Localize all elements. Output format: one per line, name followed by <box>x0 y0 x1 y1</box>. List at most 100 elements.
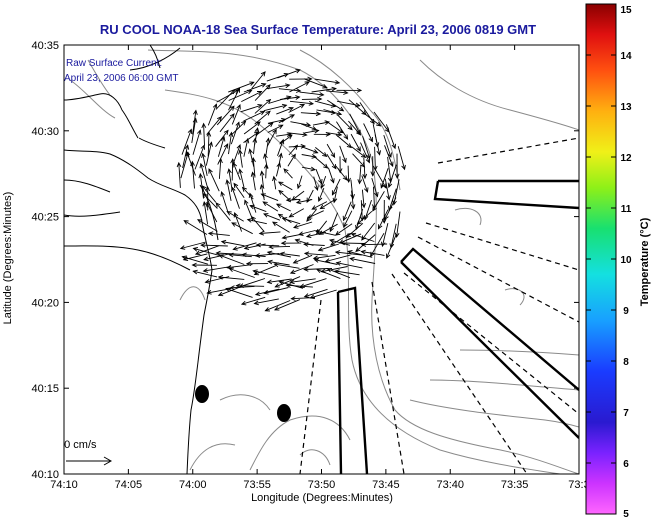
current-vector-head <box>278 280 284 285</box>
current-vector-head <box>261 83 267 88</box>
current-vector <box>314 78 340 84</box>
current-vector <box>276 203 291 212</box>
y-tick-label: 40:20 <box>31 297 59 309</box>
current-vector <box>304 252 328 256</box>
x-tick-label: 74:05 <box>115 479 143 491</box>
current-vector-head <box>332 197 338 204</box>
current-vector <box>329 239 351 246</box>
current-vector-head <box>201 122 207 129</box>
current-vector-head <box>290 296 296 301</box>
current-vector-head <box>350 194 355 200</box>
current-vector <box>335 251 362 256</box>
y-axis-label: Latitude (Degrees:Minutes) <box>2 192 14 325</box>
x-tick-label: 73:3 <box>568 479 589 491</box>
current-vector <box>221 241 245 247</box>
current-vector-head <box>392 200 397 206</box>
current-vector-head <box>265 137 271 143</box>
current-vector <box>346 222 364 238</box>
current-vector <box>293 221 313 229</box>
colorbar-tick-label: 7 <box>623 408 629 419</box>
current-vector <box>384 145 394 167</box>
current-vector <box>384 197 397 220</box>
current-vector <box>349 113 361 135</box>
current-vector-head <box>386 195 391 201</box>
current-vector <box>343 201 352 221</box>
current-vector <box>239 169 245 188</box>
current-vector-head <box>356 146 361 152</box>
current-vector <box>218 276 245 280</box>
current-vector <box>278 213 292 224</box>
current-vector <box>215 130 229 147</box>
y-tick-label: 40:15 <box>31 383 59 395</box>
current-vector-head <box>278 189 284 195</box>
current-vector <box>362 112 381 127</box>
current-vector-head <box>289 114 296 119</box>
current-vector <box>192 110 197 135</box>
current-vector-head <box>322 152 328 158</box>
current-vector <box>216 252 243 255</box>
current-vector <box>361 222 376 241</box>
current-vector <box>193 247 221 257</box>
current-vector <box>331 178 341 195</box>
current-vector-head <box>285 83 291 89</box>
x-tick-label: 73:55 <box>243 479 271 491</box>
current-vector <box>262 201 279 212</box>
current-vector-head <box>303 251 310 257</box>
current-vector <box>263 104 287 112</box>
y-tick-label: 40:10 <box>31 469 59 481</box>
current-vector <box>228 87 241 111</box>
colorbar-tick-label: 13 <box>620 102 632 113</box>
current-vector-head <box>303 266 309 272</box>
current-vector-head <box>235 283 241 289</box>
current-vector-head <box>193 109 198 115</box>
current-vector <box>329 212 339 232</box>
site-marker <box>195 385 209 403</box>
current-vector-head <box>255 242 262 248</box>
current-vector-head <box>387 152 392 158</box>
current-vector-head <box>281 103 288 109</box>
current-vector-head <box>266 250 273 256</box>
current-vector-head <box>356 219 362 225</box>
current-vector <box>351 233 375 242</box>
current-vector <box>225 288 253 298</box>
current-vector-head <box>298 231 304 236</box>
current-vector-head <box>295 88 302 93</box>
current-vector-head <box>324 258 331 263</box>
current-vector-head <box>181 255 187 261</box>
current-vector-head <box>228 131 234 138</box>
current-vector-head <box>265 98 272 104</box>
current-vector-head <box>317 246 324 252</box>
current-vector <box>288 104 305 113</box>
current-vector <box>231 159 234 181</box>
current-vector <box>230 285 255 289</box>
current-vector <box>304 243 325 246</box>
current-vector <box>378 209 389 229</box>
current-vector-head <box>281 217 288 222</box>
current-vector <box>339 145 347 163</box>
y-tick-label: 40:25 <box>31 212 59 224</box>
current-vector <box>193 270 218 278</box>
overlay-annotation-line1: Raw Surface Current: <box>66 58 162 69</box>
current-vector <box>388 188 397 211</box>
current-vector-head <box>208 141 213 147</box>
current-vector-head <box>299 104 306 109</box>
current-vector <box>255 122 274 136</box>
current-vector <box>251 216 265 232</box>
current-vector <box>388 164 397 188</box>
current-vector-head <box>319 92 325 97</box>
current-vector-head <box>335 261 342 266</box>
current-vector-head <box>357 179 363 185</box>
current-vector <box>289 81 310 93</box>
current-vector <box>298 230 316 235</box>
current-vector <box>390 223 397 248</box>
current-vector <box>310 289 337 299</box>
current-vector <box>233 183 245 199</box>
current-vector-head <box>279 138 285 145</box>
current-vector-head <box>317 196 323 202</box>
current-vector-head <box>342 215 348 222</box>
current-vector-head <box>315 268 322 274</box>
current-vector <box>273 176 277 190</box>
current-vector-head <box>220 191 225 197</box>
current-vector-head <box>252 137 258 143</box>
current-vector <box>277 69 301 79</box>
